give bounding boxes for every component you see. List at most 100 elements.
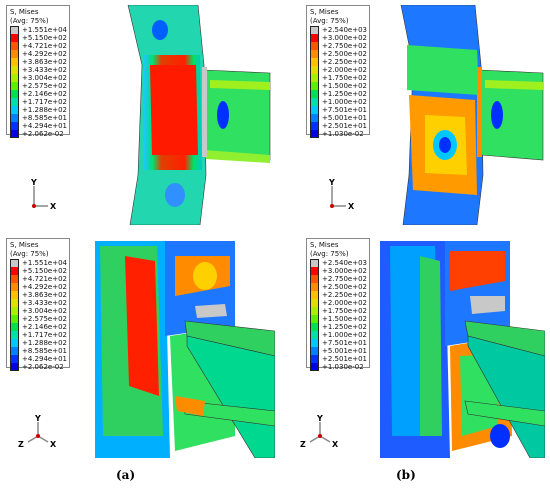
- legend-row: +2.146e+02: [10, 90, 67, 98]
- legend-rows: +2.540e+03 +3.000e+02 +2.750e+02 +2.500e+02…: [310, 26, 367, 138]
- legend-frame: [306, 238, 370, 368]
- legend-swatch: [310, 34, 319, 42]
- legend-row: +1.551e+04: [10, 259, 67, 267]
- legend-swatch: [10, 74, 19, 82]
- legend-value: +4.721e+02: [22, 275, 67, 283]
- legend-row: +4.292e+02: [10, 50, 67, 58]
- legend-swatch: [10, 363, 19, 371]
- legend-row: +2.062e-02: [10, 130, 67, 138]
- legend-row: +1.250e+02: [310, 90, 367, 98]
- legend-value: +1.250e+02: [322, 323, 367, 331]
- legend-title: S, Mises: [310, 8, 339, 16]
- legend-row: +2.540e+03: [310, 26, 367, 34]
- legend-value: +1.717e+02: [22, 98, 67, 106]
- legend-swatch: [10, 122, 19, 130]
- legend-value: +1.030e-02: [322, 363, 364, 371]
- legend-row: +1.551e+04: [10, 26, 67, 34]
- legend-value: +4.292e+02: [22, 283, 67, 291]
- axis-z-label: Z: [300, 440, 306, 449]
- axis-x-label: X: [50, 202, 57, 211]
- legend-value: +5.001e+01: [322, 347, 367, 355]
- legend-swatch: [10, 283, 19, 291]
- legend-value: +4.292e+02: [22, 50, 67, 58]
- legend-value: +3.000e+02: [322, 267, 367, 275]
- legend-value: +2.575e+02: [22, 315, 67, 323]
- legend-swatch: [310, 355, 319, 363]
- legend-swatch: [10, 106, 19, 114]
- legend-subtitle: (Avg: 75%): [10, 250, 49, 258]
- legend-value: +3.000e+02: [322, 34, 367, 42]
- legend-value: +7.501e+01: [322, 106, 367, 114]
- legend-value: +1.750e+02: [322, 307, 367, 315]
- legend-value: +3.433e+02: [22, 66, 67, 74]
- legend-value: +1.000e+02: [322, 98, 367, 106]
- legend-row: +1.030e-02: [310, 363, 367, 371]
- legend-row: +4.721e+02: [10, 275, 67, 283]
- axis-triad-b-top: Y X: [328, 178, 355, 211]
- legend-swatch: [310, 291, 319, 299]
- legend-value: +2.750e+02: [322, 42, 367, 50]
- legend-subtitle: (Avg: 75%): [310, 250, 349, 258]
- legend-row: +2.501e+01: [310, 122, 367, 130]
- legend-value: +1.288e+02: [22, 106, 67, 114]
- legend-rows: +1.551e+04 +5.150e+02 +4.721e+02 +4.292e+02…: [10, 259, 67, 371]
- legend-row: +3.863e+02: [10, 58, 67, 66]
- legend-swatch: [310, 331, 319, 339]
- legend-swatch: [310, 98, 319, 106]
- legend-value: +2.146e+02: [22, 90, 67, 98]
- legend-title: S, Mises: [10, 241, 39, 249]
- legend-value: +3.433e+02: [22, 299, 67, 307]
- axis-triad-b-bottom: Y Z X: [300, 414, 339, 449]
- axis-y-label: Y: [30, 178, 37, 187]
- legend-value: +2.540e+03: [322, 26, 367, 34]
- legend-frame: [306, 5, 370, 135]
- legend-swatch: [310, 90, 319, 98]
- legend-swatch: [310, 26, 319, 34]
- panel-a-top: S, Mises (Avg: 75%) +1.551e+04 +5.150e+02…: [0, 0, 280, 230]
- axis-y-label: Y: [34, 414, 41, 423]
- legend-value: +1.500e+02: [322, 315, 367, 323]
- legend-row: +8.585e+01: [10, 114, 67, 122]
- legend-value: +2.500e+02: [322, 283, 367, 291]
- legend-value: +8.585e+01: [22, 114, 67, 122]
- legend-swatch: [10, 339, 19, 347]
- legend-swatch: [10, 58, 19, 66]
- panel-a-bottom: S, Mises (Avg: 75%) +1.551e+04 +5.150e+02…: [0, 232, 280, 460]
- legend-row: +3.863e+02: [10, 291, 67, 299]
- fe-model-b-top: [400, 5, 544, 225]
- legend-row: +3.000e+02: [310, 34, 367, 42]
- legend-row: +3.004e+02: [10, 307, 67, 315]
- legend-value: +2.062e-02: [22, 130, 64, 138]
- legend-swatch: [10, 259, 19, 267]
- legend-value: +1.288e+02: [22, 339, 67, 347]
- legend-row: +1.717e+02: [10, 98, 67, 106]
- legend-value: +4.294e+01: [22, 122, 67, 130]
- legend-swatch: [310, 66, 319, 74]
- axis-z-label: Z: [18, 440, 24, 449]
- legend-swatch: [310, 130, 319, 138]
- legend-swatch: [10, 275, 19, 283]
- legend-swatch: [310, 275, 319, 283]
- legend-swatch: [10, 307, 19, 315]
- legend-row: +2.575e+02: [10, 82, 67, 90]
- legend-subtitle: (Avg: 75%): [310, 17, 349, 25]
- legend-row: +2.500e+02: [310, 50, 367, 58]
- legend-row: +1.030e-02: [310, 130, 367, 138]
- legend-swatch: [10, 291, 19, 299]
- legend-swatch: [310, 323, 319, 331]
- legend-row: +1.288e+02: [10, 339, 67, 347]
- axis-triad-a-top: Y X: [30, 178, 57, 211]
- legend-title: S, Mises: [10, 8, 39, 16]
- legend-value: +1.250e+02: [322, 90, 367, 98]
- legend-value: +5.001e+01: [322, 114, 367, 122]
- legend-a-bottom: S, Mises (Avg: 75%) +1.551e+04 +5.150e+02…: [10, 241, 67, 371]
- legend-value: +5.150e+02: [22, 267, 67, 275]
- legend-value: +3.004e+02: [22, 74, 67, 82]
- legend-swatch: [310, 315, 319, 323]
- legend-frame: [6, 238, 70, 368]
- legend-value: +7.501e+01: [322, 339, 367, 347]
- legend-swatch: [310, 42, 319, 50]
- legend-swatch: [10, 82, 19, 90]
- axis-x-label: X: [50, 440, 57, 449]
- legend-value: +3.004e+02: [22, 307, 67, 315]
